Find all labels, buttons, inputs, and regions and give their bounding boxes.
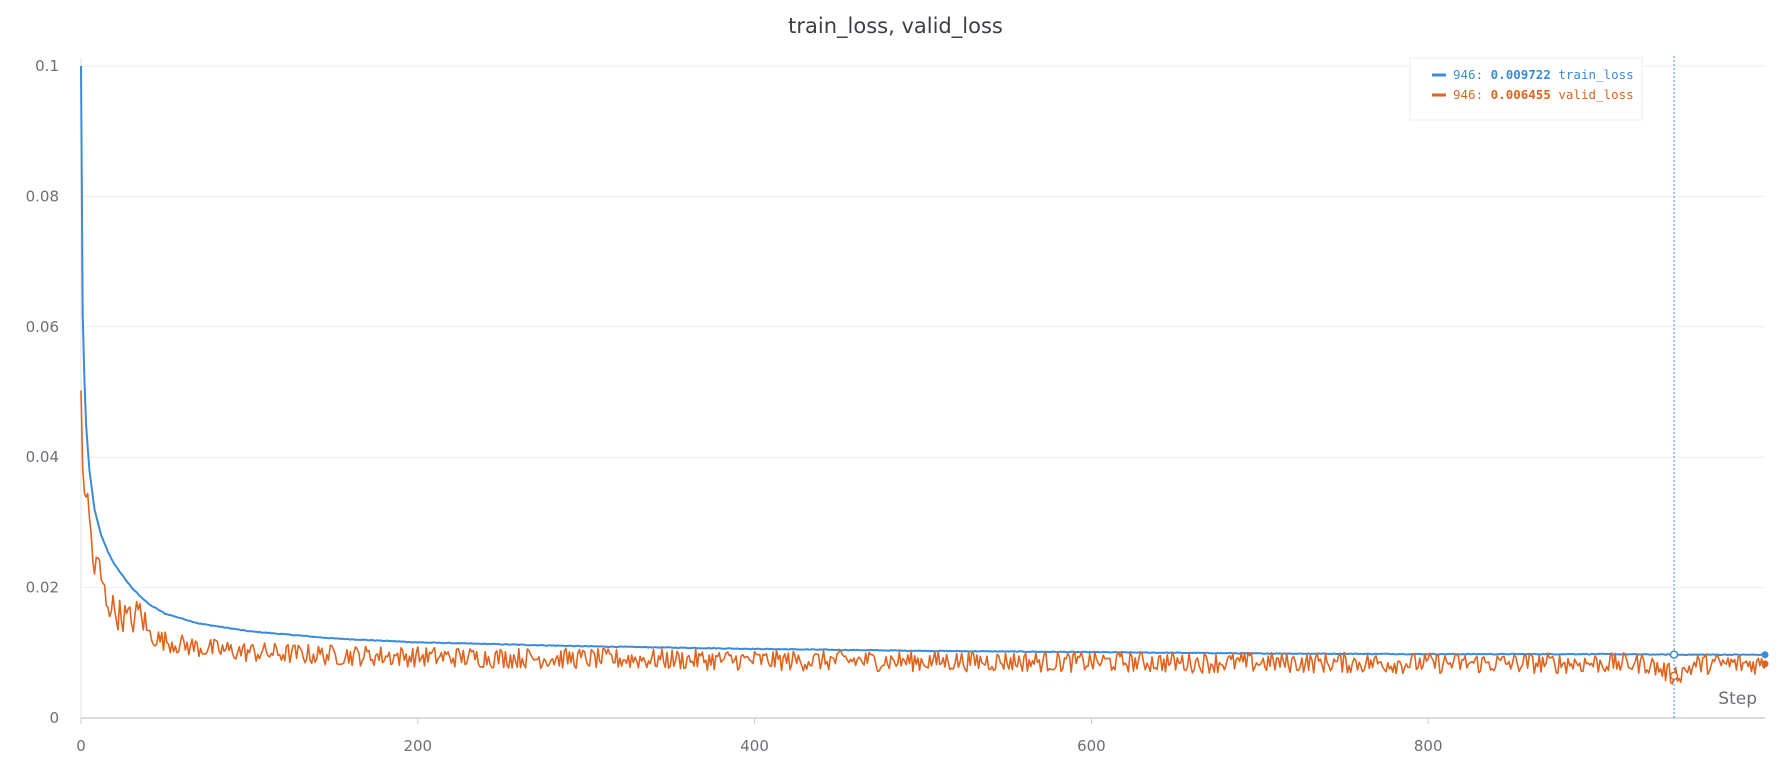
end-point-valid_loss <box>1761 660 1769 668</box>
y-tick-label: 0.02 <box>26 579 59 597</box>
x-tick-label: 800 <box>1414 737 1443 755</box>
series-line-train_loss <box>80 65 1766 657</box>
hover-point-valid_loss <box>1669 671 1679 681</box>
x-tick-label: 200 <box>403 737 432 755</box>
legend-box <box>1409 57 1643 121</box>
hover-point-train_loss <box>1669 650 1679 659</box>
axes: 0 0.02 0.04 0.06 0.08 0.1 0 200 400 600 800 Step <box>26 57 1757 755</box>
x-tick-label: 600 <box>1077 737 1106 755</box>
y-tick-label: 0.06 <box>26 318 59 336</box>
legend-series-name: valid_loss <box>1551 87 1634 102</box>
y-tick-label: 0 <box>49 709 59 727</box>
legend-entry-train_loss: 946: 0.009722 train_loss <box>1453 67 1634 82</box>
y-tick-label: 0.08 <box>26 187 59 205</box>
end-point-train_loss <box>1761 651 1769 659</box>
legend-series-name: train_loss <box>1551 67 1634 82</box>
legend-value: 0.009722 <box>1491 67 1551 82</box>
legend-step: 946: <box>1453 67 1491 82</box>
y-tick-label: 0.04 <box>26 448 59 466</box>
legend-value: 0.006455 <box>1491 87 1551 102</box>
x-axis-label: Step <box>1718 689 1757 709</box>
legend-step: 946: <box>1453 87 1491 102</box>
chart-title: train_loss, valid_loss <box>788 14 1003 38</box>
grid <box>81 65 1765 719</box>
x-tick-label: 0 <box>76 737 86 755</box>
y-tick-label: 0.1 <box>35 57 59 75</box>
legend-entry-valid_loss: 946: 0.006455 valid_loss <box>1453 87 1634 102</box>
hover-layer <box>1669 56 1769 720</box>
series-layer <box>80 65 1766 685</box>
x-tick-label: 400 <box>740 737 769 755</box>
series-line-valid_loss <box>80 390 1766 685</box>
